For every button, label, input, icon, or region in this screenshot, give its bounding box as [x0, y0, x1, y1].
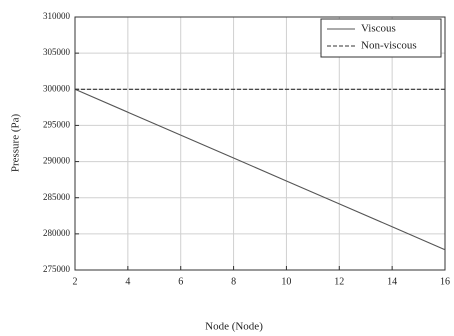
- y-tick-label: 285000: [43, 192, 71, 202]
- plot-frame: [74, 16, 446, 271]
- series-line: [74, 88, 446, 251]
- legend-label: Non-viscous: [361, 40, 417, 52]
- y-tick-label: 290000: [43, 156, 71, 166]
- x-tick-label: 12: [334, 276, 344, 287]
- y-tick-label: 305000: [43, 47, 71, 57]
- x-tick-label: 14: [387, 276, 397, 287]
- y-tick-label: 280000: [43, 228, 71, 238]
- y-tick-label: 295000: [43, 119, 71, 129]
- x-tick-label: 10: [281, 276, 291, 287]
- legend-box: [320, 18, 442, 58]
- x-tick-label: 2: [73, 276, 78, 287]
- x-tick-label: 8: [231, 276, 236, 287]
- y-tick-label: 310000: [43, 11, 71, 21]
- y-tick-label: 300000: [43, 83, 71, 93]
- x-tick-label: 16: [440, 276, 450, 287]
- legend-label: Viscous: [361, 23, 396, 35]
- x-axis-title: Node (Node): [205, 321, 263, 333]
- x-tick-label: 6: [178, 276, 183, 287]
- x-tick-label: 4: [125, 276, 130, 287]
- y-tick-label: 275000: [43, 264, 71, 274]
- y-axis-title: Pressure (Pa): [10, 113, 22, 172]
